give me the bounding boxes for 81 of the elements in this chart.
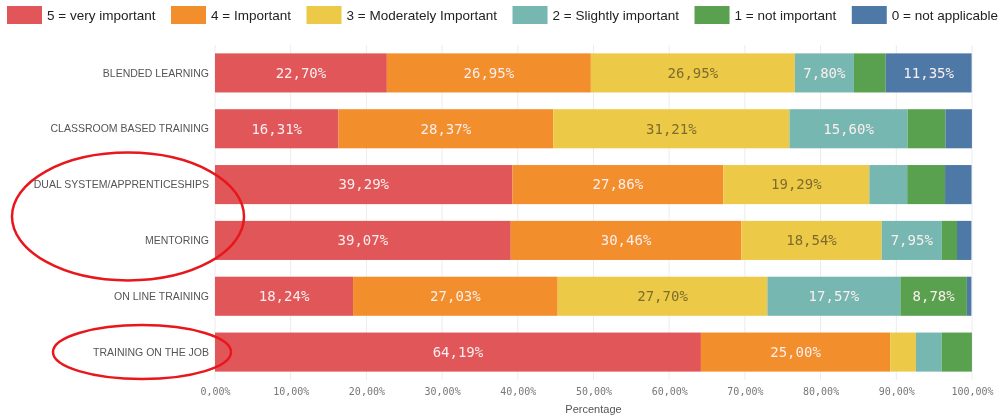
x-axis-title: Percentage — [565, 403, 622, 415]
data-label: 27,03% — [430, 288, 482, 305]
x-tick-label: 80,00% — [803, 386, 840, 398]
bar — [907, 109, 946, 149]
data-label: 18,54% — [786, 232, 838, 249]
legend-label: 2 = Slightly important — [552, 7, 680, 23]
bar — [853, 53, 886, 93]
bar — [590, 53, 795, 93]
bar — [789, 109, 908, 149]
data-label: 15,60% — [823, 120, 875, 137]
x-tick-label: 10,00% — [273, 386, 310, 398]
bar — [700, 332, 891, 372]
bar — [885, 53, 972, 93]
data-label: 26,95% — [667, 64, 719, 81]
data-label: 30,46% — [600, 232, 652, 249]
bar — [215, 53, 387, 93]
legend-label: 5 = very important — [47, 7, 156, 23]
data-label: 64,19% — [432, 343, 484, 360]
x-tick-label: 70,00% — [727, 386, 764, 398]
bar — [869, 165, 908, 205]
bar — [900, 276, 967, 316]
bar — [767, 276, 901, 316]
data-label: 8,78% — [912, 288, 956, 305]
data-label: 31,21% — [646, 120, 698, 137]
x-tick-label: 40,00% — [500, 386, 537, 398]
bar — [386, 53, 591, 93]
data-label: 25,00% — [770, 343, 822, 360]
legend-label: 4 = Important — [210, 7, 292, 23]
bar — [890, 332, 916, 372]
x-tick-label: 0,00% — [200, 386, 231, 398]
y-tick-label: TRAINING ON THE JOB — [93, 345, 209, 358]
data-label: 26,95% — [463, 64, 515, 81]
bar — [353, 276, 558, 316]
data-label: 11,35% — [903, 64, 955, 81]
bar — [941, 332, 972, 372]
legend-label: 3 = Moderately Important — [346, 7, 498, 23]
bar — [723, 165, 870, 205]
y-tick-label: DUAL SYSTEM/APPRENTICESHIPS — [33, 178, 209, 191]
data-label: 17,57% — [808, 288, 860, 305]
bar — [957, 220, 972, 260]
data-label: 22,70% — [275, 64, 327, 81]
data-label: 16,31% — [251, 120, 303, 137]
bar — [512, 165, 724, 205]
x-tick-label: 30,00% — [424, 386, 461, 398]
bar — [741, 220, 882, 260]
bar — [941, 220, 958, 260]
x-tick-label: 90,00% — [878, 386, 915, 398]
y-tick-label: MENTORING — [145, 234, 209, 247]
bar — [915, 332, 942, 372]
bar — [215, 109, 339, 149]
data-label: 39,07% — [337, 232, 389, 249]
x-tick-label: 50,00% — [575, 386, 613, 398]
bar — [881, 220, 942, 260]
data-label: 19,29% — [771, 176, 823, 193]
bar — [907, 165, 946, 205]
bar — [215, 276, 354, 316]
data-label: 7,80% — [803, 64, 847, 81]
data-label: 28,37% — [420, 120, 472, 137]
bar — [553, 109, 790, 149]
data-label: 7,95% — [890, 232, 934, 249]
x-tick-label: 20,00% — [348, 386, 385, 398]
y-tick-label: BLENDED LEARNING — [102, 66, 209, 79]
bar — [557, 276, 768, 316]
data-label: 18,24% — [258, 288, 310, 305]
x-tick-label: 60,00% — [651, 386, 688, 398]
data-label: 39,29% — [338, 176, 390, 193]
data-label: 27,70% — [637, 288, 689, 305]
bar — [945, 165, 972, 205]
y-tick-label: CLASSROOM BASED TRAINING — [50, 122, 209, 135]
y-tick-label: ON LINE TRAINING — [114, 289, 209, 302]
bar — [794, 53, 854, 93]
bar — [338, 109, 554, 149]
data-label: 27,86% — [592, 176, 644, 193]
x-tick-label: 100,00% — [951, 386, 994, 398]
bar — [215, 165, 513, 205]
bar — [945, 109, 972, 149]
legend-label: 0 = not applicable — [891, 7, 998, 23]
bar — [510, 220, 742, 260]
legend-label: 1 = not important — [734, 7, 837, 23]
bar — [215, 332, 701, 372]
bar — [215, 220, 511, 260]
